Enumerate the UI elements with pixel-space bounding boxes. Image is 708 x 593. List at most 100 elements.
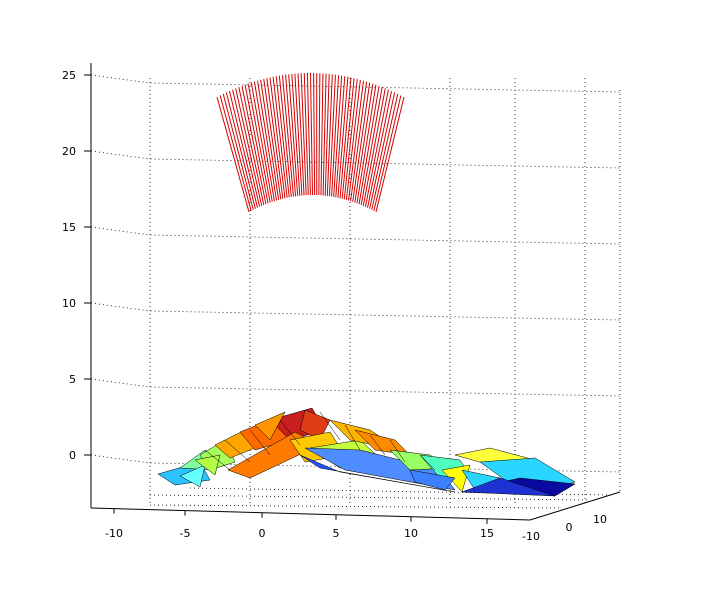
z-tick-label: 25 [62, 69, 76, 82]
z-tick-label: 20 [62, 145, 76, 158]
x-tick-label: 5 [333, 527, 340, 540]
y-axis-line [529, 491, 621, 521]
red-vertical-line [375, 96, 405, 213]
red-vertical-line [347, 80, 364, 201]
x-axis-line [90, 507, 531, 521]
red-vertical-line [272, 76, 288, 198]
red-vertical-line [354, 83, 374, 203]
red-vertical-line [253, 81, 275, 202]
red-vertical-line [322, 73, 327, 196]
z-tick-label: 15 [62, 221, 76, 234]
surface-mesh-edge [204, 449, 231, 471]
red-vertical-line [260, 79, 280, 200]
red-vertical-line [341, 78, 355, 199]
red-vertical-line [326, 74, 333, 196]
x-tick-label: -5 [180, 527, 191, 540]
surface-mesh-edge [319, 411, 341, 441]
surface-patch [461, 477, 556, 497]
red-vertical-line [350, 81, 368, 202]
floor-grid-line [149, 494, 591, 501]
surface-patch [254, 411, 286, 441]
red-vertical-line [371, 93, 399, 210]
red-vertical-line [250, 82, 273, 202]
red-vertical-line [331, 75, 340, 197]
red-vertical-line [297, 73, 305, 196]
z-grid-line [90, 150, 621, 169]
surface-mesh-edge [249, 429, 271, 456]
surface-patch [299, 454, 456, 493]
red-vertical-line [219, 95, 252, 212]
red-vertical-line [291, 73, 301, 196]
z-tick-label: 0 [69, 449, 76, 462]
surface-mesh-edge [279, 419, 301, 446]
z-axis-ticks: 0 5 10 15 20 25 [62, 69, 91, 462]
surface-mesh-edge [344, 424, 361, 451]
red-vertical-line [294, 73, 303, 196]
red-vertical-line [373, 95, 402, 211]
axes [90, 63, 621, 521]
surface-patch [409, 469, 456, 491]
red-vertical-line [303, 73, 309, 196]
red-vertical-line [324, 73, 330, 196]
red-vertical-line [275, 76, 290, 198]
red-vertical-line [235, 88, 263, 206]
y-tick-label: 0 [566, 521, 573, 534]
red-vertical-line [263, 78, 282, 200]
y-tick-label: 10 [593, 513, 607, 526]
red-vertical-line [281, 75, 294, 197]
red-vertical-line [278, 75, 292, 197]
red-vertical-line [360, 87, 383, 206]
surface-mesh-edge [369, 434, 386, 456]
red-vertical-line [369, 92, 396, 209]
y-tick-label: -10 [522, 530, 540, 543]
z-tick-label: 10 [62, 297, 76, 310]
red-vertical-line [269, 77, 286, 199]
red-vertical-line [241, 85, 267, 205]
x-tick-label: 15 [480, 527, 494, 540]
red-vertical-line [320, 73, 324, 196]
red-vertical-lines-series [216, 72, 405, 213]
z-grid-line [90, 378, 621, 397]
red-vertical-line [364, 89, 389, 207]
red-vertical-line [216, 96, 250, 213]
red-vertical-line [318, 73, 321, 196]
red-vertical-line [367, 90, 393, 208]
x-tick-label: -10 [105, 527, 123, 540]
red-vertical-line [352, 82, 371, 202]
red-vertical-line [356, 84, 377, 204]
surface-mesh-edge [224, 439, 251, 463]
floor-grid-line [149, 504, 561, 509]
red-vertical-line [257, 80, 278, 201]
red-vertical-line [247, 83, 271, 203]
surface-mesh-edge [419, 454, 436, 471]
z-tick-label: 5 [69, 373, 76, 386]
z-grid-line [90, 226, 621, 245]
z-grid-line [90, 74, 621, 93]
x-tick-label: 10 [404, 527, 418, 540]
red-vertical-line [232, 89, 261, 207]
red-vertical-line [337, 76, 349, 198]
red-vertical-line [358, 85, 380, 205]
z-grid-line [90, 302, 621, 321]
red-vertical-line [266, 78, 284, 199]
red-vertical-line [244, 84, 269, 204]
surface-mesh-edge [389, 439, 406, 463]
red-vertical-line [333, 75, 343, 197]
y-axis-ticks: -10 0 10 [522, 513, 607, 543]
x-tick-label: 0 [259, 527, 266, 540]
terrain-surface-series [157, 407, 576, 497]
red-vertical-line [225, 92, 256, 209]
red-vertical-line [285, 74, 297, 197]
red-vertical-line [310, 72, 313, 196]
red-vertical-line [306, 73, 311, 196]
red-vertical-line [313, 73, 316, 196]
red-vertical-line [335, 76, 346, 198]
x-axis-ticks: -10 -5 0 5 10 15 [105, 508, 494, 540]
surface-patch [194, 454, 221, 476]
red-vertical-line [222, 93, 254, 210]
red-vertical-line [228, 90, 258, 208]
surface-patch [179, 464, 206, 488]
red-vertical-line [288, 74, 299, 196]
red-vertical-line [362, 88, 386, 206]
